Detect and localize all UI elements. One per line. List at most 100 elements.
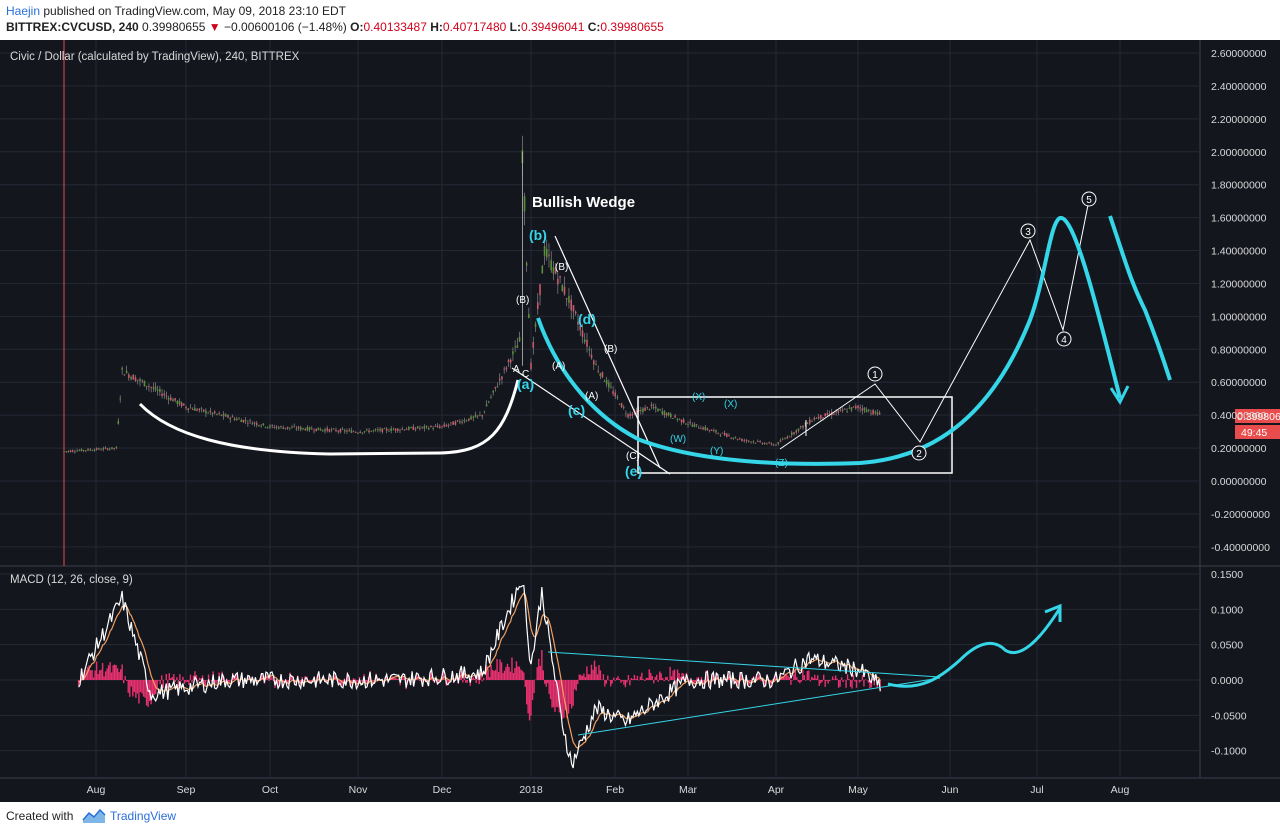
tradingview-link[interactable]: TradingView [110,809,177,823]
wave-label-a-cyan: (a) [517,376,534,392]
candle-body [855,406,857,409]
candle-body [659,409,661,411]
x-tick-label: Feb [606,784,624,796]
candle-body [150,386,152,388]
last-price: 0.39980655 [142,20,206,34]
candle-body [559,276,561,278]
candle-body [859,407,861,409]
candle-body [459,421,461,423]
price-chart-svg[interactable]: Civic / Dollar (calculated by TradingVie… [0,40,1280,802]
macd-tick-label: 0.0000 [1211,675,1243,687]
candle-body [721,432,724,434]
candle-body [479,414,481,416]
candle-body [264,427,267,428]
candle-body [719,434,722,436]
candle-body [100,449,102,451]
candle-body [326,428,328,431]
candle-body [125,370,128,373]
candle-body [496,386,499,388]
publish-info: published on TradingView.com, May 09, 20… [43,4,347,18]
macd-tick-label: 0.1500 [1211,569,1243,581]
candle-body [507,359,510,362]
candle-body [71,450,74,452]
wave-circle-1: 1 [867,366,883,382]
created-with-text: Created with [6,809,74,823]
candle-body [618,404,621,405]
candle-body [78,450,81,452]
candle-body [467,418,470,421]
candle-body [485,404,488,407]
wave-circle-2: 2 [911,445,927,461]
candle-body [368,430,370,433]
candle-body [747,440,750,442]
candle-body [732,437,735,439]
chart-area[interactable]: Civic / Dollar (calculated by TradingVie… [0,40,1280,802]
candle-body [811,421,813,423]
macd-up-arrow-head [1044,603,1062,622]
price-tick-label: 2.60000000 [1211,48,1267,60]
candle-body [91,450,94,452]
candle-body [337,430,339,432]
candle-body [680,419,683,423]
candle-body [695,424,698,426]
candle-body [242,419,245,423]
candle-body [396,428,399,432]
candle-body [583,339,586,342]
candle-body [346,430,348,432]
macd-plot [77,584,881,769]
candle-body [822,417,824,419]
candle-body [815,417,818,419]
candle-body [233,418,236,420]
candle-body [824,413,826,417]
candle-body [372,430,375,431]
candle-body [574,311,577,314]
candle-body [381,428,384,432]
candle-body [174,398,176,401]
candle-body [601,372,604,378]
candle-body [846,411,848,413]
candle-body [863,407,866,411]
candle-body [282,427,284,429]
candle-body [470,416,472,420]
x-tick-label: Jun [942,784,959,796]
price-tick-label: 2.40000000 [1211,81,1267,93]
wave-label-B-1: (B) [516,295,529,306]
wave-label-b-cyan: (b) [529,227,547,243]
candle-body [670,413,672,418]
candle-body [532,342,535,348]
candle-body [249,420,251,422]
x-tick-label: Oct [262,784,278,796]
candle-body [300,427,302,430]
candle-body [115,447,118,449]
candle-body [833,413,835,415]
candle-body [826,412,829,416]
candle-body [702,427,704,430]
candle-body [178,400,181,405]
candle-body [238,418,240,420]
candle-body [352,431,355,433]
candle-body [472,416,475,418]
candle-body [592,360,595,365]
candle-body [605,379,608,385]
candle-body [784,438,786,440]
candle-body [454,421,457,425]
candle-body [419,427,421,429]
candle-body [278,427,280,429]
x-tick-label: Dec [433,784,452,796]
candle-body [750,441,752,443]
wave-circle-5: 5 [1081,191,1097,207]
author-link[interactable]: Haejin [6,4,41,18]
candle-body [102,448,105,450]
projected-wave-path [779,204,1089,450]
candle-body [743,440,746,442]
macd-upper-trendline [547,651,941,678]
candle-body [768,442,770,444]
price-tick-label: 1.40000000 [1211,246,1267,258]
candle-body [665,413,668,416]
candle-body [627,414,629,418]
candle-body [456,420,459,422]
candle-body [416,426,419,429]
candle-body [631,413,634,416]
candle-body [775,444,777,446]
candle-body [216,413,218,415]
